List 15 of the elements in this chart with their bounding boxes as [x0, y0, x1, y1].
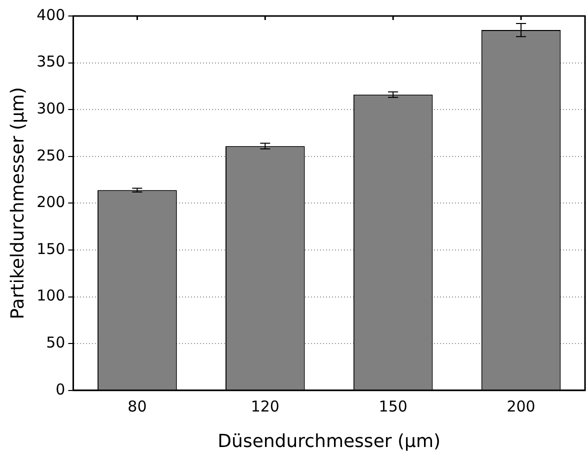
y-tick-label: 300 — [36, 99, 66, 118]
x-axis-title: Düsendurchmesser (µm) — [218, 430, 441, 452]
x-tick-label: 80 — [128, 397, 147, 416]
y-tick-label: 50 — [46, 333, 66, 352]
y-tick-label: 100 — [36, 286, 66, 305]
y-tick-label: 250 — [36, 146, 66, 164]
y-tick-label: 400 — [36, 6, 66, 24]
x-tick-label: 150 — [378, 397, 408, 416]
y-tick-label: 200 — [36, 193, 66, 212]
x-tick-label: 120 — [250, 397, 280, 416]
y-axis-title: Partikeldurchmesser (µm) — [7, 87, 28, 320]
y-tick-label: 150 — [36, 240, 66, 258]
x-tick-label: 200 — [506, 397, 536, 416]
y-tick-label: 0 — [56, 380, 66, 398]
y-tick-label: 350 — [36, 52, 66, 71]
